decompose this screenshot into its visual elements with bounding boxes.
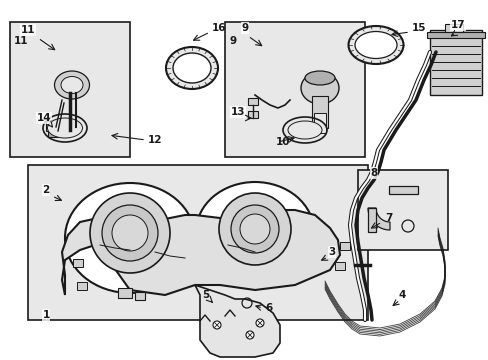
- Text: 11: 11: [14, 36, 28, 46]
- Text: 13: 13: [230, 107, 245, 117]
- Bar: [46, 121, 60, 131]
- Bar: [48, 130, 58, 137]
- Text: 12: 12: [148, 135, 162, 145]
- Bar: [357, 170, 447, 250]
- Bar: [135, 292, 145, 300]
- Polygon shape: [367, 208, 389, 230]
- Bar: [28, 165, 367, 320]
- Text: 2: 2: [42, 185, 49, 195]
- Text: 4: 4: [398, 290, 405, 300]
- Bar: [73, 259, 83, 267]
- Text: 5: 5: [202, 290, 209, 300]
- Text: 7: 7: [384, 213, 391, 223]
- Text: 10: 10: [275, 137, 290, 147]
- Bar: [311, 96, 327, 128]
- Bar: [429, 30, 481, 95]
- Bar: [334, 262, 345, 270]
- Ellipse shape: [354, 32, 396, 59]
- Ellipse shape: [196, 182, 313, 282]
- Ellipse shape: [348, 26, 403, 64]
- Ellipse shape: [165, 47, 218, 89]
- Text: 17: 17: [450, 20, 465, 30]
- Text: 8: 8: [369, 168, 377, 178]
- Circle shape: [213, 321, 221, 329]
- Circle shape: [90, 193, 170, 273]
- Ellipse shape: [65, 183, 195, 293]
- Bar: [77, 282, 87, 290]
- Text: 15: 15: [411, 23, 426, 33]
- Circle shape: [219, 193, 290, 265]
- Circle shape: [102, 205, 158, 261]
- Circle shape: [240, 214, 269, 244]
- Circle shape: [256, 319, 264, 327]
- Circle shape: [245, 331, 253, 339]
- Bar: [247, 98, 258, 105]
- Bar: [444, 24, 462, 32]
- Circle shape: [230, 205, 279, 253]
- Bar: [224, 22, 364, 157]
- Text: 3: 3: [328, 247, 335, 257]
- Text: 9: 9: [228, 36, 236, 46]
- Text: 11: 11: [20, 25, 35, 35]
- Bar: [247, 111, 258, 118]
- Ellipse shape: [305, 71, 334, 85]
- Text: 6: 6: [264, 303, 272, 313]
- Ellipse shape: [61, 77, 83, 94]
- Text: 16: 16: [212, 23, 226, 33]
- Bar: [118, 288, 132, 298]
- Text: 1: 1: [42, 310, 49, 320]
- Text: 14: 14: [37, 113, 51, 123]
- Polygon shape: [367, 208, 375, 232]
- Bar: [10, 22, 130, 157]
- Ellipse shape: [54, 71, 89, 99]
- Circle shape: [112, 215, 148, 251]
- Ellipse shape: [301, 72, 338, 104]
- Ellipse shape: [173, 53, 210, 83]
- Ellipse shape: [47, 118, 82, 138]
- Bar: [313, 113, 325, 133]
- Bar: [339, 242, 349, 250]
- Polygon shape: [388, 186, 417, 194]
- Ellipse shape: [287, 121, 321, 139]
- PathPatch shape: [195, 285, 280, 357]
- PathPatch shape: [62, 210, 339, 295]
- Text: 9: 9: [241, 23, 248, 33]
- Bar: [426, 32, 484, 38]
